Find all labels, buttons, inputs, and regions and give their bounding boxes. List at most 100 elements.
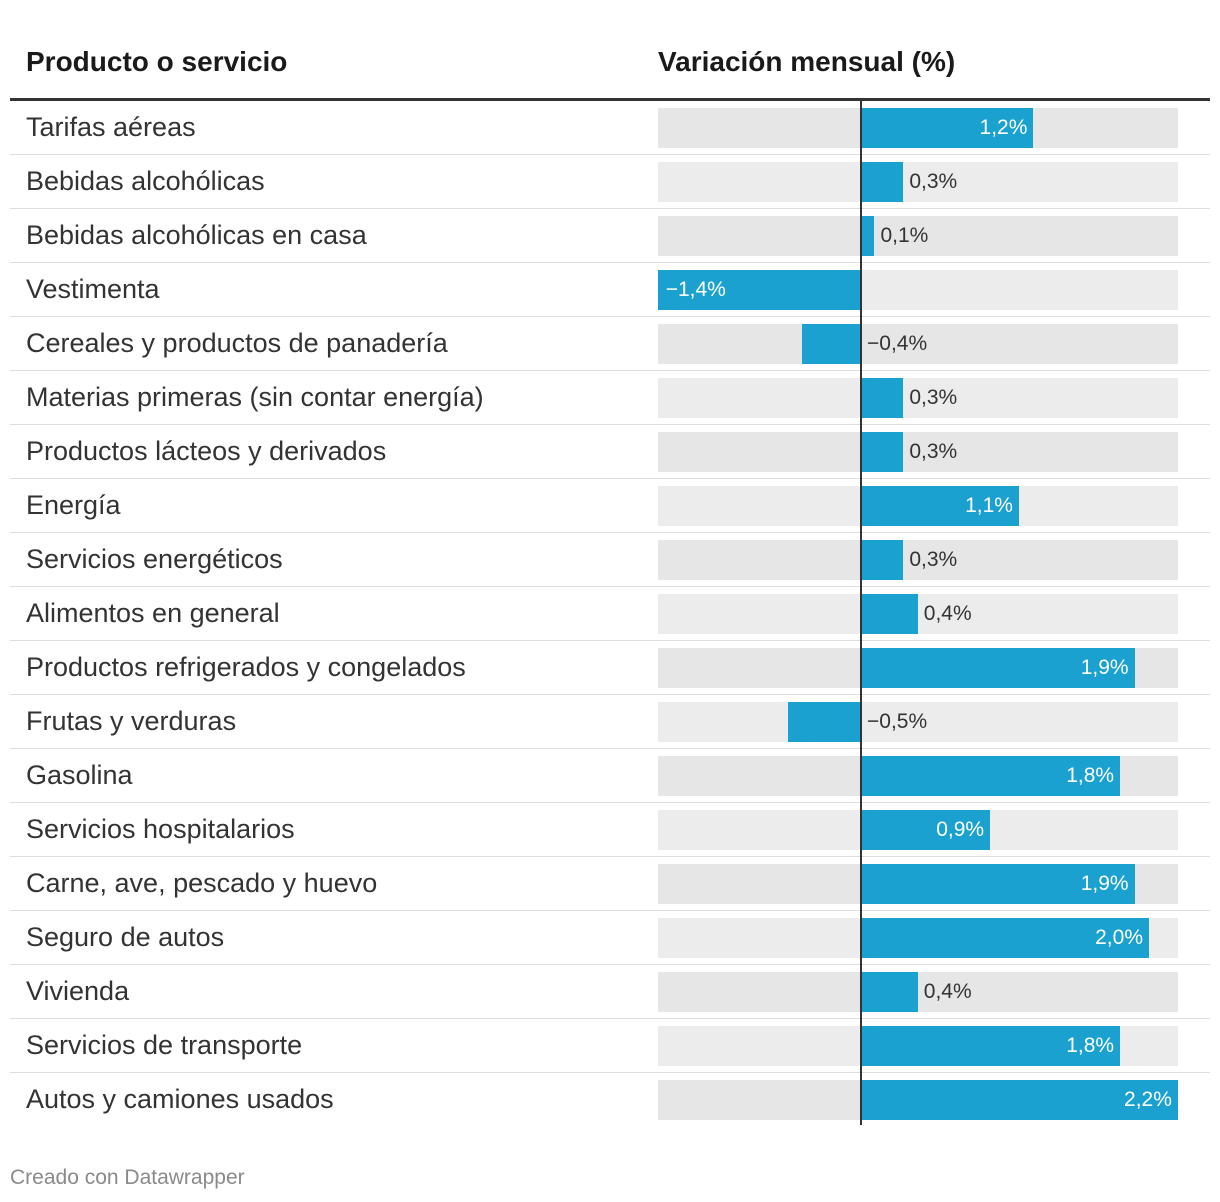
- zero-axis-line: [860, 101, 862, 1125]
- table-row: Bebidas alcohólicas en casa 0,1%: [10, 209, 1210, 263]
- bar: [787, 702, 860, 742]
- table-row: Tarifas aéreas 1,2%: [10, 101, 1210, 155]
- bar: [860, 756, 1121, 796]
- value-label: 0,1%: [880, 224, 929, 247]
- row-label: Servicios energéticos: [26, 544, 283, 574]
- table-row: Autos y camiones usados 2,2%: [10, 1073, 1210, 1126]
- table-row: Carne, ave, pescado y huevo 1,9%: [10, 857, 1210, 911]
- value-label: 1,2%: [979, 116, 1028, 139]
- bar-track: 0,3%: [658, 432, 1178, 472]
- row-label: Bebidas alcohólicas en casa: [26, 220, 367, 250]
- row-label: Bebidas alcohólicas: [26, 166, 265, 196]
- value-label: 1,1%: [965, 494, 1013, 517]
- value-label: −0,5%: [867, 710, 928, 733]
- row-label: Productos lácteos y derivados: [26, 436, 387, 466]
- value-label: 1,9%: [1080, 872, 1129, 895]
- value-label: 1,8%: [1066, 764, 1115, 787]
- bar: [802, 324, 860, 364]
- value-label: 0,3%: [909, 440, 958, 463]
- table-row: Gasolina 1,8%: [10, 749, 1210, 803]
- bar: [860, 972, 918, 1012]
- bar-track: 1,1%: [658, 486, 1178, 526]
- table-row: Servicios de transporte 1,8%: [10, 1019, 1210, 1073]
- value-label: 2,2%: [1124, 1088, 1172, 1111]
- table-row: Energía 1,1%: [10, 479, 1210, 533]
- row-label: Gasolina: [26, 760, 133, 790]
- bar-track: 0,3%: [658, 162, 1178, 202]
- row-label: Frutas y verduras: [26, 706, 237, 736]
- bar: [860, 594, 918, 634]
- bar: [860, 378, 904, 418]
- table-body: Tarifas aéreas 1,2% Bebidas alcohólicas 0,3…: [10, 101, 1210, 1126]
- table-row: Seguro de autos 2,0%: [10, 911, 1210, 965]
- row-label: Energía: [26, 490, 121, 520]
- bar-track: −1,4%: [657, 270, 1178, 310]
- table-row: Servicios energéticos 0,3%: [10, 533, 1210, 587]
- column-header-monthly-change: Variación mensual (%): [658, 46, 956, 77]
- bar-track: 0,1%: [658, 216, 1178, 256]
- bar-track: 1,9%: [658, 648, 1178, 688]
- value-label: −0,4%: [867, 332, 928, 355]
- row-label: Seguro de autos: [26, 922, 225, 952]
- bar: [860, 108, 1034, 148]
- bar-track: 0,3%: [658, 378, 1178, 418]
- bar: [860, 216, 875, 256]
- value-label: 1,8%: [1066, 1034, 1115, 1057]
- row-label: Cereales y productos de panadería: [26, 328, 448, 358]
- value-label: −1,4%: [665, 278, 726, 301]
- value-label: 0,4%: [923, 602, 972, 625]
- bar-track: 1,2%: [658, 108, 1178, 148]
- bar: [860, 1026, 1121, 1066]
- bar-track: 0,9%: [658, 810, 1178, 850]
- bar: [860, 648, 1135, 688]
- bar: [860, 810, 991, 850]
- bar: [860, 864, 1135, 904]
- value-label: 1,9%: [1080, 656, 1129, 679]
- row-label: Productos refrigerados y congelados: [26, 652, 466, 682]
- row-label: Servicios de transporte: [26, 1030, 303, 1060]
- row-label: Tarifas aéreas: [26, 112, 196, 142]
- bar-track: 1,8%: [658, 1026, 1178, 1066]
- bar-track: 2,2%: [658, 1080, 1178, 1120]
- table-row: Productos refrigerados y congelados 1,9%: [10, 641, 1210, 695]
- bar-track: 1,9%: [658, 864, 1178, 904]
- bar-track: 0,3%: [658, 540, 1178, 580]
- bar-track: 0,4%: [658, 972, 1178, 1012]
- table-header: Producto o servicio Variación mensual (%…: [10, 0, 1210, 101]
- table-row: Vivienda 0,4%: [10, 965, 1210, 1019]
- bar: [860, 486, 1019, 526]
- value-label: 2,0%: [1095, 926, 1143, 949]
- value-label: 0,4%: [923, 980, 972, 1003]
- table-row: Servicios hospitalarios 0,9%: [10, 803, 1210, 857]
- value-label: 0,3%: [909, 170, 958, 193]
- bar-track: 1,8%: [658, 756, 1178, 796]
- row-label: Vestimenta: [26, 274, 160, 304]
- table-row: Productos lácteos y derivados 0,3%: [10, 425, 1210, 479]
- bar: [860, 540, 904, 580]
- value-label: 0,3%: [909, 386, 958, 409]
- bar: [860, 1080, 1178, 1120]
- value-label: 0,9%: [936, 818, 985, 841]
- table-row: Bebidas alcohólicas 0,3%: [10, 155, 1210, 209]
- row-label: Servicios hospitalarios: [26, 814, 295, 844]
- bar-track: 2,0%: [658, 918, 1178, 958]
- bar: [860, 918, 1149, 958]
- column-header-product: Producto o servicio: [26, 46, 288, 77]
- footer-credit: Creado con Datawrapper: [10, 1166, 245, 1189]
- table-row: Materias primeras (sin contar energía) 0,…: [10, 371, 1210, 425]
- bar: [860, 162, 904, 202]
- bar-track: −0,5%: [658, 702, 1178, 742]
- value-label: 0,3%: [909, 548, 958, 571]
- row-label: Alimentos en general: [26, 598, 280, 628]
- row-label: Materias primeras (sin contar energía): [26, 382, 484, 412]
- table-row: Alimentos en general 0,4%: [10, 587, 1210, 641]
- row-label: Carne, ave, pescado y huevo: [26, 868, 378, 898]
- table-row: Cereales y productos de panadería −0,4%: [10, 317, 1210, 371]
- bar: [657, 270, 860, 310]
- table-row: Frutas y verduras −0,5%: [10, 695, 1210, 749]
- bar-track: −0,4%: [658, 324, 1178, 364]
- table-row: Vestimenta −1,4%: [10, 263, 1210, 317]
- bar: [860, 432, 904, 472]
- bar-track: 0,4%: [658, 594, 1178, 634]
- row-label: Autos y camiones usados: [26, 1084, 334, 1114]
